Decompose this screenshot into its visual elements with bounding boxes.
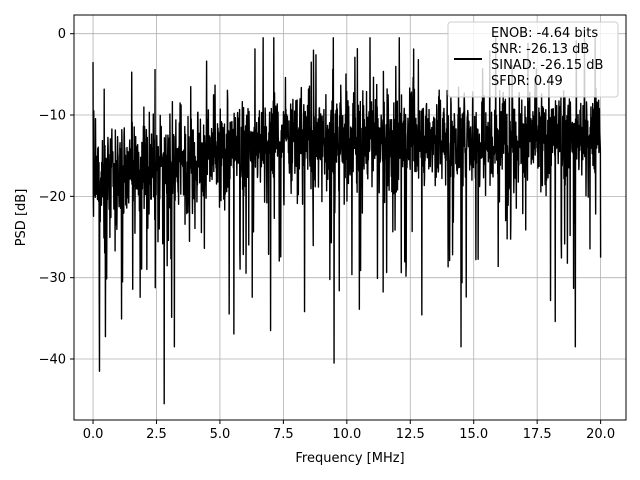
x-tick-label: 15.0 — [459, 427, 488, 442]
axes-frame — [73, 14, 627, 421]
legend-box — [447, 21, 619, 98]
x-tick-label: 0.0 — [83, 427, 104, 442]
y-axis-label: PSD [dB] — [14, 189, 29, 247]
psd-series-line — [92, 37, 602, 405]
x-tick-label: 10.0 — [332, 427, 361, 442]
legend-entry-sfdr: SFDR: 0.49 — [491, 74, 563, 89]
y-tick-label: −30 — [39, 271, 66, 286]
legend: ENOB: -4.64 bits SNR: -26.13 dB SINAD: -… — [447, 21, 619, 98]
x-axis-label: Frequency [MHz] — [295, 451, 404, 466]
legend-entry-sinad: SINAD: -26.15 dB — [491, 58, 603, 73]
legend-entry-snr: SNR: -26.13 dB — [491, 42, 589, 57]
x-tick-label: 20.0 — [586, 427, 615, 442]
legend-entry-enob: ENOB: -4.64 bits — [491, 26, 598, 41]
x-tick-label: 17.5 — [523, 427, 552, 442]
x-tick-label: 7.5 — [273, 427, 294, 442]
plot-area — [92, 37, 602, 405]
axis-ticks: 0.0 2.5 5.0 7.5 10.0 12.5 15.0 17.5 20.0 0 −10 −20 −… — [39, 27, 616, 442]
y-tick-label: −10 — [39, 109, 66, 124]
x-tick-label: 5.0 — [210, 427, 231, 442]
y-tick-label: −40 — [39, 353, 66, 368]
y-tick-label: −20 — [39, 190, 66, 205]
x-tick-label: 12.5 — [396, 427, 425, 442]
x-tick-label: 2.5 — [146, 427, 167, 442]
y-tick-label: 0 — [58, 27, 66, 42]
